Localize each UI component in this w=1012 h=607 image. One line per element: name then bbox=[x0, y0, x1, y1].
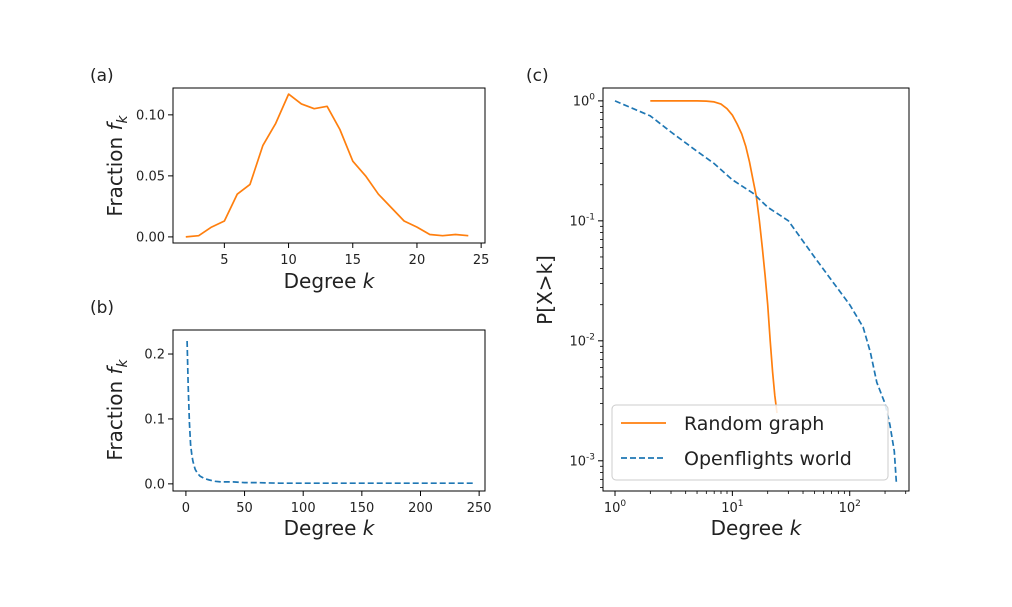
legend-label-random-graph: Random graph bbox=[684, 413, 824, 435]
panel-a-ylabel: Fraction fk bbox=[103, 114, 131, 216]
panel-c-xtick-label: 101 bbox=[721, 499, 743, 516]
legend-box bbox=[611, 404, 889, 481]
legend-label-openflights: Openflights world bbox=[684, 448, 852, 470]
panel-a-label: (a) bbox=[90, 66, 114, 86]
panel-c-xlabel: Degree k bbox=[711, 516, 803, 540]
panel-a-xtick-label: 10 bbox=[280, 253, 297, 268]
panel-b-frame bbox=[172, 329, 486, 492]
panel-c-legend: Random graph Openflights world bbox=[611, 404, 889, 481]
panel-c-series-random-graph bbox=[650, 100, 778, 414]
panel-c-ylabel: P[X>k] bbox=[533, 255, 557, 325]
panel-c-ytick-label: 100 bbox=[573, 92, 596, 109]
panel-c-ytick-label: 10-1 bbox=[569, 212, 595, 229]
panel-b-lines bbox=[186, 340, 474, 485]
panel-a-series-random-graph bbox=[185, 93, 469, 238]
panel-b-ytick-label: 0.2 bbox=[144, 348, 165, 363]
panel-c-series-openflights-world bbox=[614, 100, 898, 484]
panel-c-ytick-label: 10-3 bbox=[569, 452, 595, 469]
panel-c-ccdf: (c) 100 101 102 100 10-1 10-2 10-3 Degree k P[… bbox=[526, 66, 910, 540]
panel-b-xtick-label: 50 bbox=[236, 501, 253, 516]
panel-c-xtick-label: 102 bbox=[839, 499, 861, 516]
panel-b-xtick-label: 250 bbox=[467, 501, 492, 516]
panel-c-xtick-label: 100 bbox=[604, 499, 627, 516]
panel-c-ytick-label: 10-2 bbox=[569, 332, 595, 349]
panel-a-ytick-label: 0.00 bbox=[136, 230, 165, 245]
panel-b-xtick-label: 200 bbox=[408, 501, 433, 516]
panel-c-ticks: 100 101 102 100 10-1 10-2 10-3 bbox=[569, 92, 907, 516]
panel-b-ytick-label: 0.0 bbox=[144, 477, 165, 492]
panel-b-xtick-label: 100 bbox=[291, 501, 316, 516]
panel-a-ytick-label: 0.10 bbox=[136, 108, 165, 123]
panel-b-degree-distribution-openflights: (b) 0 50 100 150 200 250 0.0 0.1 0.2 Degree k Fr… bbox=[90, 298, 492, 540]
panel-a-xtick-label: 25 bbox=[473, 253, 490, 268]
panel-a-xtick-label: 15 bbox=[344, 253, 361, 268]
panel-b-ticks: 0 50 100 150 200 250 0.0 0.1 0.2 bbox=[144, 348, 491, 516]
panel-c-label: (c) bbox=[526, 66, 549, 86]
panel-b-series-openflights-world bbox=[186, 340, 474, 485]
panel-c-lines bbox=[614, 100, 898, 484]
panel-a-ticks: 5 10 15 20 25 0.00 0.05 0.10 bbox=[136, 108, 489, 268]
panel-b-xlabel: Degree k bbox=[284, 516, 376, 540]
panel-b-ylabel: Fraction fk bbox=[103, 358, 131, 460]
panel-c-frame bbox=[602, 87, 910, 492]
panel-b-xtick-label: 0 bbox=[182, 501, 190, 516]
panel-b-label: (b) bbox=[90, 298, 114, 318]
panel-a-xlabel: Degree k bbox=[284, 269, 376, 293]
panel-a-ytick-label: 0.05 bbox=[136, 169, 165, 184]
panel-a-frame bbox=[172, 87, 486, 244]
panel-a-lines bbox=[185, 93, 469, 238]
panel-b-xtick-label: 150 bbox=[349, 501, 374, 516]
panel-a-degree-distribution-random: (a) 5 10 15 20 25 0.00 0.05 0.10 Degree k Fract… bbox=[90, 66, 489, 293]
panel-a-xtick-label: 5 bbox=[220, 253, 228, 268]
panel-a-xtick-label: 20 bbox=[409, 253, 426, 268]
panel-b-ytick-label: 0.1 bbox=[144, 412, 165, 427]
